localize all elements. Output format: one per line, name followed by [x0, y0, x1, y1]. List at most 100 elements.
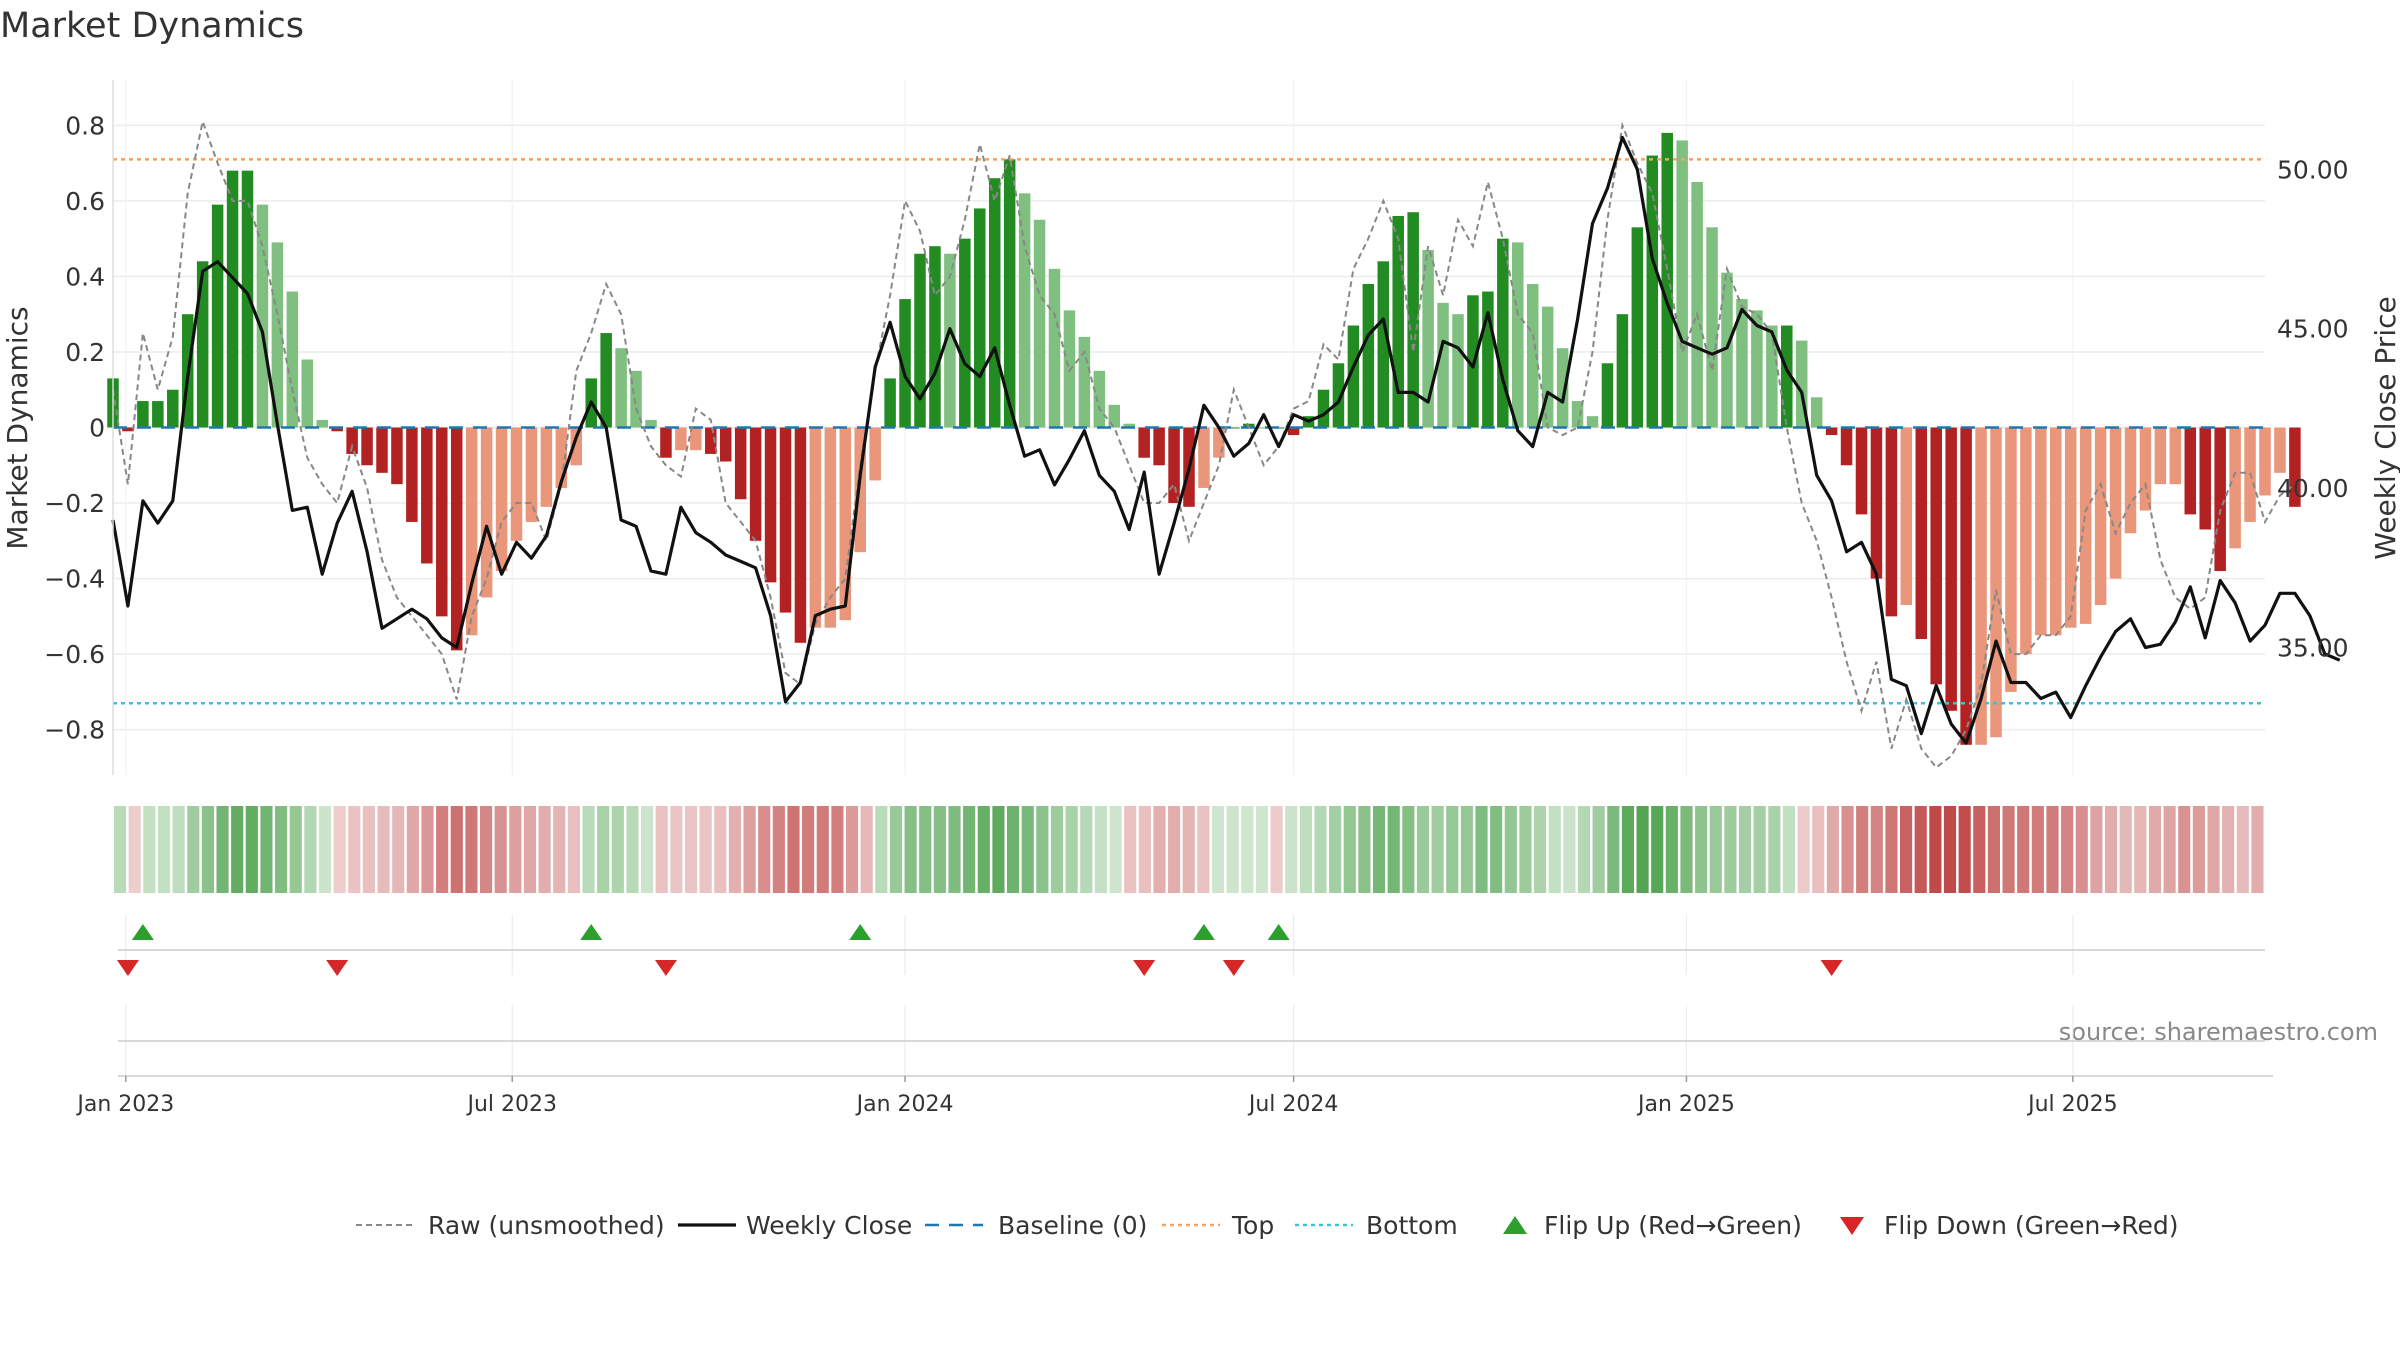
regime-strip-cell	[479, 806, 493, 893]
regime-strip-cell	[1724, 806, 1737, 893]
regime-strip-cell	[1914, 806, 1927, 893]
y-tick-label: −0.8	[44, 716, 105, 745]
market-dynamics-bar	[1033, 219, 1046, 428]
regime-strip-cell	[1577, 806, 1591, 893]
market-dynamics-bar	[1766, 325, 1778, 428]
y-tick-label: −0.4	[44, 565, 105, 594]
market-dynamics-bar	[1512, 242, 1524, 428]
regime-strip-cell	[963, 806, 976, 893]
regime-strip-cell	[245, 806, 258, 893]
market-dynamics-bar	[660, 427, 672, 458]
regime-strip-cell	[318, 806, 332, 893]
market-dynamics-bar	[1317, 389, 1330, 428]
regime-strip-cell	[172, 806, 185, 893]
market-dynamics-bar	[2199, 427, 2211, 530]
market-dynamics-bar	[152, 401, 164, 428]
market-dynamics-bar	[1287, 427, 1300, 436]
regime-strip-cell	[2119, 806, 2132, 893]
regime-strip-cell	[787, 806, 800, 893]
market-dynamics-bar	[1198, 427, 1210, 488]
regime-strip-cell	[465, 806, 478, 893]
market-dynamics-bar	[2050, 427, 2062, 636]
flip-down-marker	[1820, 960, 1843, 976]
market-dynamics-bar	[1661, 132, 1673, 428]
regime-strip-cell	[275, 806, 288, 893]
market-dynamics-bar	[2229, 427, 2241, 549]
regime-strip-cell	[2104, 806, 2118, 893]
regime-strip-cell	[377, 806, 390, 893]
market-dynamics-bar	[1153, 427, 1165, 466]
regime-strip-cell	[1548, 806, 1561, 893]
market-dynamics-bar	[1138, 427, 1150, 458]
regime-strip-cell	[1431, 806, 1444, 893]
flip-markers-panel	[116, 915, 2265, 1076]
market-dynamics-bar	[2035, 427, 2047, 636]
regime-strip-cell	[655, 806, 668, 893]
regime-strip-cell	[1211, 806, 1225, 893]
market-dynamics-bar	[854, 427, 866, 553]
regime-strip-cell	[1592, 806, 1605, 893]
regime-strip-cell	[538, 806, 551, 893]
regime-strip-cell	[1416, 806, 1430, 893]
market-dynamics-bar	[421, 427, 433, 564]
weekly-close-line	[111, 135, 2341, 745]
regime-strip-cell	[128, 806, 141, 893]
regime-strip-cell	[1900, 806, 1913, 893]
market-dynamics-bar	[331, 427, 343, 432]
market-dynamics-bar	[1616, 314, 1629, 428]
legend-label: Flip Up (Red→Green)	[1544, 1211, 1802, 1240]
regime-strip-cell	[1490, 806, 1503, 893]
flip-down-marker	[116, 960, 139, 976]
regime-strip-cell	[1475, 806, 1488, 893]
market-dynamics-bar	[1586, 416, 1599, 428]
regime-strip-cell	[1241, 806, 1254, 893]
regime-strip-cell	[2031, 806, 2044, 893]
market-dynamics-bar	[2094, 427, 2107, 606]
flip-up-marker	[580, 924, 603, 940]
market-dynamics-bar	[226, 170, 239, 428]
market-dynamics-bar	[794, 427, 807, 643]
market-dynamics-bar	[869, 427, 881, 481]
flip-up-marker	[1267, 924, 1290, 940]
regime-strip-cell	[2061, 806, 2074, 893]
regime-strip-cell	[289, 806, 302, 893]
regime-strip-cell	[728, 806, 741, 893]
regime-strip-cell	[1563, 806, 1576, 893]
legend-label: Raw (unsmoothed)	[428, 1211, 665, 1240]
regime-strip-cell	[1138, 806, 1151, 893]
regime-strip-cell	[1651, 806, 1664, 893]
market-dynamics-bar	[1407, 212, 1419, 428]
market-dynamics-bar	[1781, 325, 1793, 428]
regime-strip-cell	[2207, 806, 2220, 893]
market-dynamics-bar	[719, 427, 732, 462]
regime-strip-cell	[919, 806, 932, 893]
regime-strip-cell	[1007, 806, 1020, 893]
y-tick-label: −0.6	[44, 640, 105, 669]
market-dynamics-bar	[196, 261, 209, 428]
regime-strip-cell	[1050, 806, 1064, 893]
raw-unsmoothed-line	[112, 117, 2296, 769]
regime-strip-cell	[1504, 806, 1517, 893]
regime-strip-cell	[553, 806, 566, 893]
regime-strip-cell	[1870, 806, 1883, 893]
market-dynamics-bar	[1213, 427, 1225, 458]
regime-strip-cell	[1109, 806, 1122, 893]
regime-strip-cell	[1124, 806, 1137, 893]
regime-strip-cell	[2236, 806, 2249, 893]
market-dynamics-bar	[256, 204, 269, 428]
market-dynamics-bar	[286, 291, 299, 428]
market-dynamics-bar	[2064, 427, 2077, 628]
regime-strip-cell	[2002, 806, 2015, 893]
regime-strip-cell	[1519, 806, 1532, 893]
legend-label: Bottom	[1366, 1211, 1458, 1240]
regime-strip-cell	[597, 806, 610, 893]
flip-down-marker	[654, 960, 677, 976]
market-dynamics-bar	[1975, 427, 1987, 745]
regime-strip-cell	[670, 806, 683, 893]
y-tick-label: 0.2	[65, 338, 105, 367]
legend-label: Top	[1231, 1211, 1274, 1240]
regime-strip-cell	[1680, 806, 1693, 893]
flip-up-marker	[849, 924, 872, 940]
regime-strip-cell	[1446, 806, 1459, 893]
regime-strip-cell	[1929, 806, 1942, 893]
